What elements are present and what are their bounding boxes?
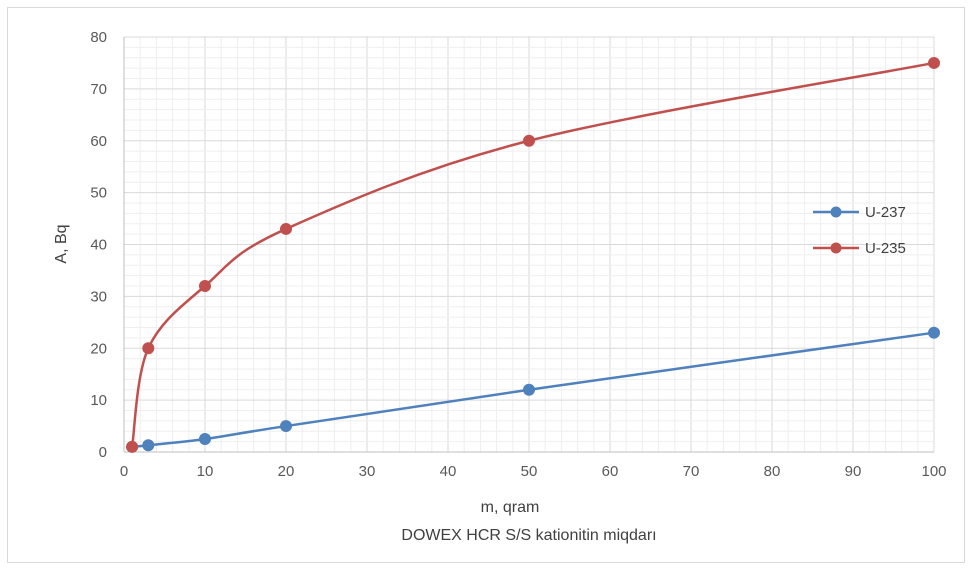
x-tick-label: 30: [359, 463, 376, 480]
y-tick-label: 60: [90, 133, 107, 150]
data-point-u-235: [199, 280, 211, 292]
legend-item-u-237: U-237: [813, 204, 906, 221]
data-point-u-237: [523, 383, 535, 396]
y-tick-label: 50: [90, 185, 107, 202]
data-point-u-237: [199, 433, 211, 446]
data-point-u-235: [142, 342, 155, 355]
gridlines: [123, 36, 935, 453]
x-tick-label: 10: [197, 463, 214, 480]
data-point-u-235: [928, 56, 940, 69]
x-tick-label: 50: [521, 463, 538, 480]
legend-label-u-237: U-237: [865, 204, 906, 221]
legend-marker-u-235: [830, 242, 842, 254]
y-tick-label: 10: [90, 392, 107, 409]
axes: [123, 37, 934, 453]
series-points: [126, 56, 940, 453]
x-tick-label: 70: [683, 463, 700, 480]
y-tick-label: 30: [90, 288, 107, 305]
data-point-u-237: [928, 326, 940, 339]
data-point-u-237: [142, 439, 155, 452]
y-tick-label: 70: [90, 81, 107, 98]
x-axis-title: m, qram: [481, 499, 540, 516]
y-tick-label: 80: [90, 29, 107, 46]
x-tick-label: 0: [120, 463, 128, 480]
x-tick-label: 40: [440, 463, 457, 480]
legend-label-u-235: U-235: [865, 240, 906, 257]
y-tick-label: 40: [90, 237, 107, 254]
y-tick-label: 0: [99, 444, 107, 461]
data-point-u-235: [280, 222, 292, 235]
y-axis-title: A, Bq: [53, 224, 70, 263]
x-tick-label: 100: [921, 463, 946, 480]
x-axis-subtitle: DOWEX HCR S/S kationitin miqdarı: [401, 527, 656, 544]
legend-marker-u-237: [830, 206, 842, 218]
data-point-u-235: [523, 134, 535, 147]
x-tick-label: 20: [278, 463, 295, 480]
x-tick-label: 90: [845, 463, 862, 480]
data-point-u-235: [126, 440, 139, 453]
tick-labels: 0 10 20 30 40 50 60 70 80 90 100 0 10 20 30 40 50 60 70 80: [90, 29, 946, 480]
x-tick-label: 80: [764, 463, 781, 480]
legend-item-u-235: U-235: [813, 240, 906, 257]
data-point-u-237: [280, 420, 292, 433]
legend: U-237 U-235: [813, 204, 906, 257]
x-tick-label: 60: [602, 463, 619, 480]
y-tick-label: 20: [90, 340, 107, 357]
